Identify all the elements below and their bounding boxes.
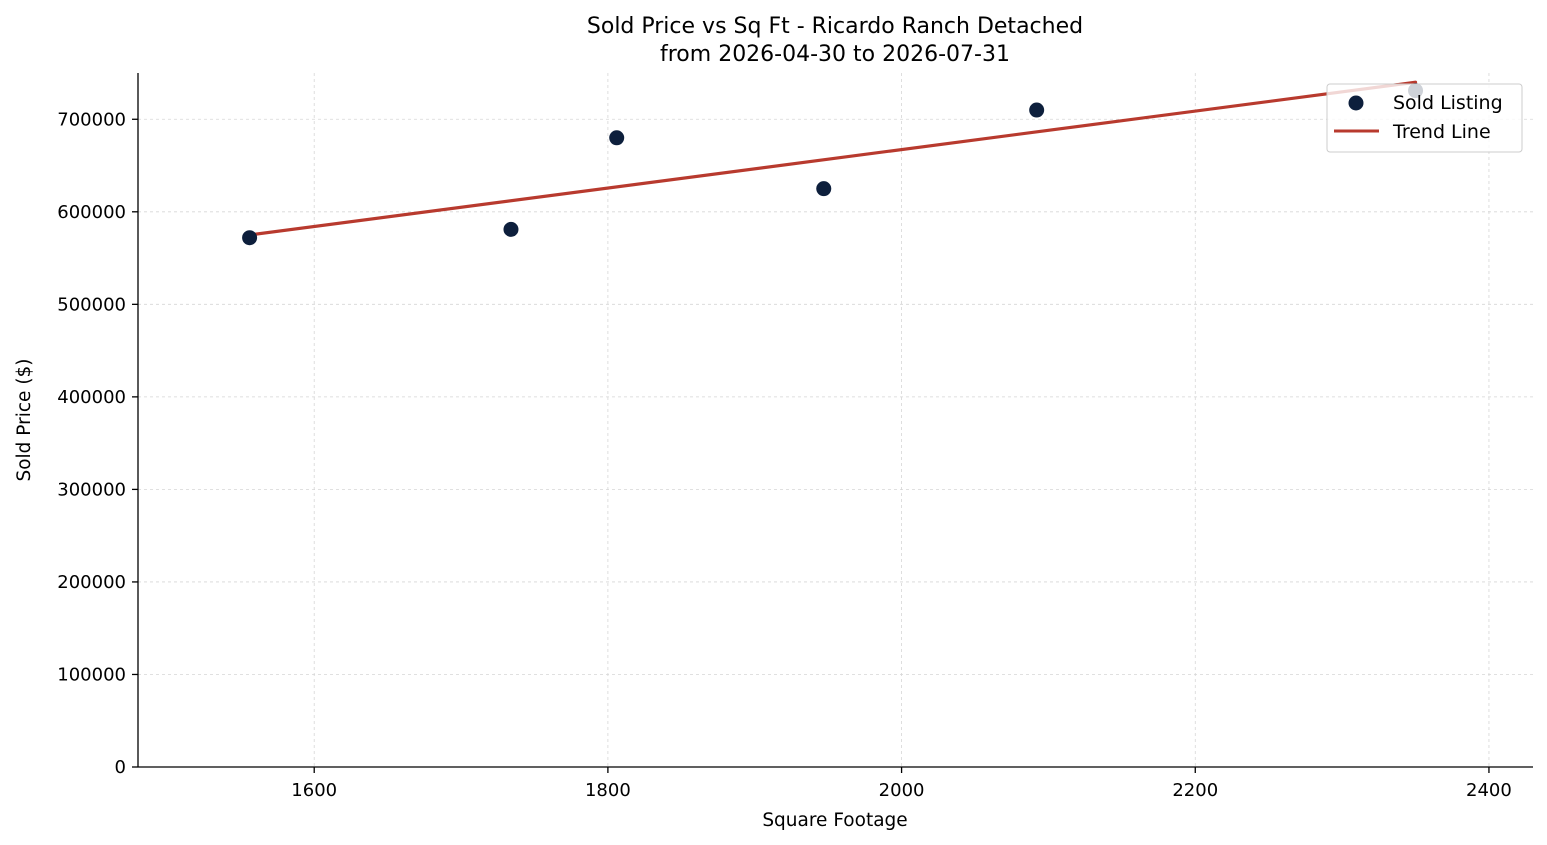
y-axis-label: Sold Price ($): [14, 358, 35, 481]
sold-listing-point: [242, 230, 258, 246]
chart-title: Sold Price vs Sq Ft - Ricardo Ranch Deta…: [587, 14, 1083, 39]
legend-label-sold-listing: Sold Listing: [1393, 92, 1503, 114]
x-tick-label: 1800: [585, 780, 631, 801]
trend-line-layer: [248, 80, 1418, 237]
x-axis-ticks: 1600 1800 2000 2200 2400: [291, 767, 1512, 801]
x-axis-label: Square Footage: [762, 810, 907, 831]
x-tick-label: 2000: [879, 780, 925, 801]
grid-lines: [138, 73, 1533, 768]
y-tick-label: 200000: [57, 572, 126, 593]
legend-marker-sold-listing: [1348, 95, 1364, 111]
y-tick-label: 0: [115, 757, 126, 778]
chart-legend: Sold Listing Trend Line: [1326, 83, 1523, 153]
y-tick-label: 400000: [57, 387, 126, 408]
scatter-points: [242, 83, 1424, 246]
sold-listing-point: [609, 130, 625, 146]
x-tick-label: 2400: [1466, 780, 1512, 801]
y-tick-label: 700000: [57, 109, 126, 130]
chart-subtitle: from 2026-04-30 to 2026-07-31: [660, 42, 1010, 67]
y-tick-label: 300000: [57, 479, 126, 500]
y-tick-label: 500000: [57, 294, 126, 315]
trend-line: [248, 80, 1418, 237]
y-tick-label: 600000: [57, 202, 126, 223]
x-tick-label: 2200: [1172, 780, 1218, 801]
legend-frame: [1326, 83, 1523, 153]
y-tick-label: 100000: [57, 664, 126, 685]
sold-listing-point: [816, 181, 832, 197]
sold-listing-point: [503, 221, 519, 237]
legend-label-trend-line: Trend Line: [1392, 121, 1491, 143]
x-tick-label: 1600: [291, 780, 337, 801]
y-axis-ticks: 0 100000 200000 300000 400000 500000 600000 700…: [57, 109, 138, 778]
sold-listing-point: [1029, 102, 1045, 118]
